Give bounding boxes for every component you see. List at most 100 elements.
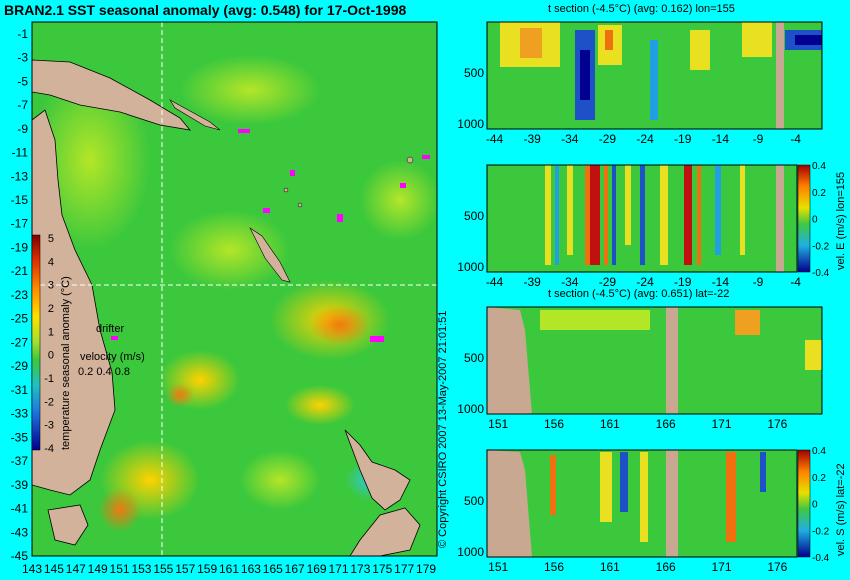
colorbar-tick-label: 2: [48, 303, 54, 315]
y-tick-label: 1000: [457, 402, 484, 416]
y-tick-label: -15: [11, 193, 29, 207]
x-tick-label: -34: [561, 132, 579, 146]
x-tick-label: -44: [486, 275, 504, 289]
section-1-tick-labels: -44 -39 -34 -29 -24 -19 -14 -9 -4 500 1000: [457, 66, 801, 146]
x-tick-label: 166: [656, 417, 676, 431]
x-tick-label: 151: [110, 562, 130, 576]
x-tick-label: 153: [131, 562, 151, 576]
x-tick-label: 156: [544, 560, 564, 574]
x-tick-label: 171: [328, 562, 348, 576]
land-new-zealand-north: [344, 429, 411, 511]
x-tick-label: 169: [307, 562, 327, 576]
y-tick-label: -19: [11, 240, 29, 254]
section-panel-4: [486, 449, 811, 558]
vel-e-colorbar-tick-labels: 0.4 0.2 0 -0.2 -0.4: [812, 161, 830, 279]
section-4-tick-labels: 151 156 161 166 171 176 500 1000: [457, 494, 787, 574]
y-tick-label: -23: [11, 288, 29, 302]
colorbar-tick-label: -0.2: [812, 241, 830, 252]
colorbar-tick-label: 0.4: [812, 161, 826, 172]
y-tick-label: -37: [11, 454, 29, 468]
x-tick-label: 167: [285, 562, 305, 576]
x-tick-label: -4: [790, 132, 801, 146]
x-tick-label: 173: [350, 562, 370, 576]
x-tick-label: -39: [523, 275, 541, 289]
y-tick-label: -45: [11, 549, 29, 563]
map-title: BRAN2.1 SST seasonal anomaly (avg: 0.548…: [4, 2, 407, 18]
colorbar-tick-label: -3: [44, 420, 54, 432]
section-1-title: t section (-4.5°C) (avg: 0.162) lon=155: [548, 3, 735, 15]
colorbar-tick-label: -4: [44, 443, 54, 455]
land-new-caledonia: [249, 227, 291, 283]
colorbar-tick-label: -1: [44, 373, 54, 385]
y-tick-label: 500: [464, 209, 484, 223]
x-tick-label: 166: [656, 560, 676, 574]
x-tick-label: 165: [263, 562, 283, 576]
x-tick-label: 171: [711, 560, 731, 574]
y-tick-label: -13: [11, 169, 29, 183]
land-solomon-islands: [169, 99, 221, 131]
vel-e-colorbar: [797, 164, 811, 273]
velocity-scale: 0.2 0.4 0.8: [78, 366, 130, 378]
colorbar-tick-label: -0.4: [812, 268, 830, 279]
y-tick-label: -29: [11, 359, 29, 373]
x-tick-label: 157: [175, 562, 195, 576]
y-tick-label: -1: [17, 27, 28, 41]
x-tick-label: 156: [544, 417, 564, 431]
vel-e-colorbar-label: vel. E (m/s) lon=155: [835, 171, 847, 270]
colorbar-tick-label: 4: [48, 256, 54, 268]
y-tick-label: -41: [11, 502, 29, 516]
x-tick-label: 151: [488, 560, 508, 574]
x-tick-label: -9: [753, 132, 764, 146]
land-tasmania: [47, 504, 89, 546]
y-tick-label: -9: [17, 122, 28, 136]
section-3-tick-labels: 151 156 161 166 171 176 500 1000: [457, 351, 787, 431]
colorbar-tick-label: 0: [48, 350, 54, 362]
y-tick-label: 500: [464, 351, 484, 365]
land-australia: [32, 109, 116, 496]
x-tick-label: 155: [153, 562, 173, 576]
vel-s-colorbar: [797, 449, 811, 558]
x-tick-label: -34: [561, 275, 579, 289]
y-tick-label: 500: [464, 494, 484, 508]
x-tick-label: 177: [394, 562, 414, 576]
colorbar-tick-label: 5: [48, 233, 54, 245]
x-tick-label: -24: [636, 132, 654, 146]
colorbar-tick-label: -0.4: [812, 553, 830, 564]
section-2-tick-labels: -44 -39 -34 -29 -24 -19 -14 -9 -4 500 1000: [457, 209, 801, 289]
colorbar-tick-label: 0: [812, 215, 818, 226]
x-tick-label: 143: [22, 562, 42, 576]
y-tick-label: -27: [11, 335, 29, 349]
land-new-guinea: [32, 59, 191, 131]
y-tick-label: -21: [11, 264, 29, 278]
x-tick-label: 161: [600, 417, 620, 431]
map-plot-area: [32, 22, 437, 556]
y-tick-label: -35: [11, 430, 29, 444]
x-tick-label: 171: [711, 417, 731, 431]
x-tick-label: -14: [712, 275, 730, 289]
colorbar-tick-label: 0.2: [812, 188, 826, 199]
colorbar-tick-label: -2: [44, 396, 54, 408]
y-tick-label: -17: [11, 217, 29, 231]
drifter-markers: [111, 129, 430, 342]
x-tick-label: 176: [767, 417, 787, 431]
x-tick-label: -9: [753, 275, 764, 289]
vel-s-colorbar-label: vel. S (m/s) lat=-22: [835, 463, 847, 556]
land-new-zealand-south: [349, 507, 421, 556]
x-tick-label: 145: [44, 562, 64, 576]
y-tick-label: 1000: [457, 260, 484, 274]
x-tick-label: 159: [197, 562, 217, 576]
y-tick-label: 500: [464, 66, 484, 80]
y-tick-label: 1000: [457, 117, 484, 131]
map-colorbar-label: temperature seasonal anomaly (°C): [60, 276, 72, 450]
y-tick-label: -7: [17, 98, 28, 112]
colorbar-tick-label: 3: [48, 280, 54, 292]
y-tick-label: -39: [11, 478, 29, 492]
drifter-label: drifter: [96, 323, 125, 335]
x-tick-label: 175: [372, 562, 392, 576]
map-colorbar: [31, 234, 41, 451]
x-tick-label: -44: [486, 132, 504, 146]
x-tick-label: 147: [66, 562, 86, 576]
map-colorbar-tick-labels: 5 4 3 2 1 0 -1 -2 -3 -4: [44, 233, 54, 455]
colorbar-tick-label: 0: [812, 500, 818, 511]
